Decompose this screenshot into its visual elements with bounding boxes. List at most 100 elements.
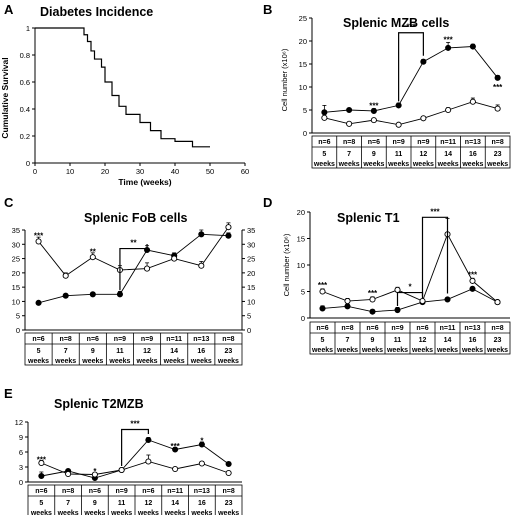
- significance-stars: ***: [468, 271, 478, 280]
- week-unit-cell: weeks: [436, 347, 458, 354]
- n-count-cell: n=6: [32, 336, 44, 343]
- y-tick-label: 12: [15, 418, 23, 427]
- week-unit-cell: weeks: [136, 358, 158, 365]
- week-unit-cell: weeks: [217, 510, 239, 515]
- panel-e: E Splenic T2MZB 0 3 6 9 12 n=6 n=8 n=6 n=9 n=6 n=1…: [4, 386, 243, 515]
- panel-a-xlabel: Time (weeks): [118, 177, 171, 187]
- data-point-open: [144, 265, 151, 272]
- significance-stars: ***: [368, 289, 378, 298]
- y-tick-label-right: 30: [247, 240, 255, 249]
- panel-e-title: Splenic T2MZB: [54, 397, 144, 411]
- y-tick-label: 10: [297, 261, 305, 270]
- data-point-open: [198, 460, 205, 467]
- week-unit-cell: weeks: [81, 358, 103, 365]
- panel-label-e: E: [4, 386, 13, 401]
- bracket-stars: *: [408, 283, 412, 292]
- significance-bracket: [121, 428, 149, 466]
- panel-a: A Diabetes Incidence Time (weeks) Cumula…: [0, 2, 249, 187]
- week-unit-cell: weeks: [412, 161, 434, 168]
- y-tick-label: 0: [16, 326, 20, 335]
- n-count-cell: n=13: [194, 488, 210, 495]
- significance-stars: ***: [493, 83, 503, 92]
- week-value-cell: 16: [198, 500, 206, 507]
- y-tick-label: 9: [19, 433, 23, 442]
- x-tick-label: 20: [101, 167, 109, 176]
- data-point-open: [346, 120, 353, 127]
- week-unit-cell: weeks: [190, 510, 212, 515]
- bracket-stars: ***: [430, 207, 440, 216]
- y-tick-label: 0: [19, 478, 23, 487]
- week-unit-cell: weeks: [411, 347, 433, 354]
- x-tick-label: 40: [171, 167, 179, 176]
- panel-a-ylabel: Cumulative Survival: [0, 57, 10, 138]
- data-point-filled: [38, 472, 45, 480]
- n-count-cell: n=6: [366, 325, 378, 332]
- week-value-cell: 23: [225, 348, 233, 355]
- n-count-cell: n=9: [391, 325, 403, 332]
- data-point-open: [35, 238, 42, 245]
- y-tick-label: 15: [299, 60, 307, 69]
- n-count-cell: n=9: [417, 139, 429, 146]
- n-count-cell: n=11: [440, 325, 456, 332]
- panel-d: D Splenic T1 Cell number (x10⁶) 0 5 10 15 20…: [263, 195, 511, 355]
- y-tick-label-right: 0: [247, 326, 251, 335]
- n-count-cell: n=6: [416, 325, 428, 332]
- panel-b-title: Splenic MZB cells: [343, 16, 449, 30]
- y-tick-label: 5: [301, 288, 305, 297]
- bracket-stars: ***: [130, 420, 140, 429]
- data-point-filled: [319, 305, 326, 312]
- week-value-cell: 12: [143, 348, 151, 355]
- series-line-filled: [322, 288, 498, 313]
- week-value-cell: 14: [171, 500, 179, 507]
- y-tick-label-right: 10: [247, 297, 255, 306]
- data-point-open: [419, 297, 426, 305]
- week-value-cell: 14: [444, 151, 452, 158]
- n-count-cell: n=6: [316, 325, 328, 332]
- y-tick-label: 6: [19, 448, 23, 457]
- data-point-open: [225, 224, 232, 231]
- y-tick-label-right: 35: [247, 226, 255, 235]
- week-unit-cell: weeks: [437, 161, 459, 168]
- week-value-cell: 9: [93, 500, 97, 507]
- data-point-open: [91, 471, 98, 478]
- y-tick-label-right: 15: [247, 283, 255, 292]
- bracket-stars: ***: [406, 23, 416, 32]
- significance-bracket: [398, 32, 424, 102]
- week-unit-cell: weeks: [108, 358, 130, 365]
- week-value-cell: 5: [321, 337, 325, 344]
- n-count-cell: n=11: [167, 488, 183, 495]
- data-point-filled: [145, 436, 152, 444]
- y-tick-label: 0.6: [20, 78, 30, 87]
- data-point-filled: [225, 232, 232, 239]
- week-value-cell: 5: [322, 151, 326, 158]
- week-value-cell: 9: [371, 337, 375, 344]
- data-point-open: [118, 466, 125, 474]
- n-count-cell: n=8: [60, 336, 72, 343]
- week-value-cell: 7: [347, 151, 351, 158]
- week-value-cell: 9: [372, 151, 376, 158]
- week-value-cell: 23: [494, 337, 502, 344]
- series-line-filled: [324, 46, 498, 113]
- data-point-open: [38, 459, 45, 467]
- week-value-cell: 7: [64, 348, 68, 355]
- week-unit-cell: weeks: [313, 161, 335, 168]
- y-tick-label-right: 20: [247, 269, 255, 278]
- significance-stars: ***: [34, 232, 44, 241]
- significance-stars: ***: [369, 101, 379, 110]
- n-count-cell: n=8: [222, 336, 234, 343]
- week-unit-cell: weeks: [57, 510, 79, 515]
- data-point-open: [321, 114, 328, 121]
- y-tick-label: 20: [299, 37, 307, 46]
- week-value-cell: 12: [419, 337, 427, 344]
- panel-c-title: Splenic FoB cells: [84, 211, 188, 225]
- week-value-cell: 11: [394, 337, 402, 344]
- week-unit-cell: weeks: [163, 358, 185, 365]
- data-point-filled: [370, 107, 377, 114]
- series-line-filled: [41, 439, 229, 479]
- week-unit-cell: weeks: [336, 347, 358, 354]
- data-point-filled: [420, 58, 427, 65]
- n-count-cell: n=6: [318, 139, 330, 146]
- week-unit-cell: weeks: [361, 347, 383, 354]
- y-tick-label: 10: [12, 297, 20, 306]
